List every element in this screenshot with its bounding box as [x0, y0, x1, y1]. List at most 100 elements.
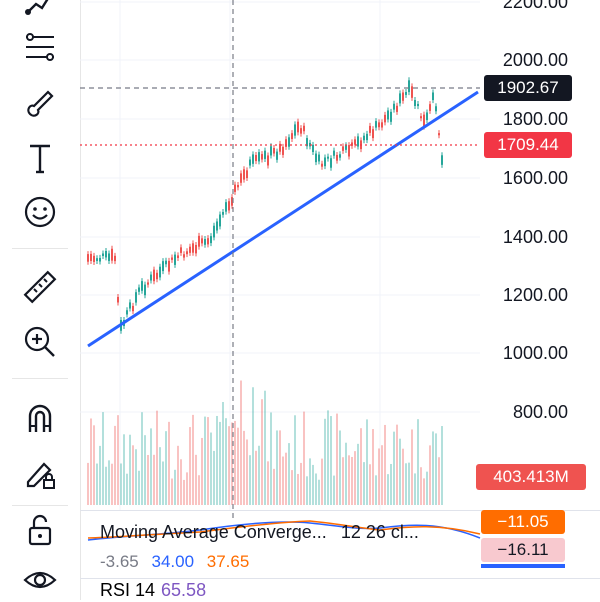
candle-body — [366, 133, 368, 141]
volume-bar — [174, 469, 176, 505]
volume-bar — [153, 454, 155, 505]
volume-bar — [162, 461, 164, 505]
candle-body — [198, 235, 200, 247]
cursor-tool[interactable] — [18, 0, 62, 22]
candle-body — [276, 151, 278, 160]
volume-bar — [87, 462, 89, 505]
volume-badge: 403.413M — [476, 464, 586, 490]
ruler-tool[interactable] — [18, 265, 62, 309]
lock-drawing-tool[interactable] — [18, 452, 62, 496]
chart-pane[interactable] — [80, 0, 600, 600]
text-tool[interactable] — [18, 136, 62, 180]
volume-bar — [354, 451, 356, 505]
candle-body — [93, 255, 95, 262]
candle-body — [402, 92, 404, 101]
volume-bar — [132, 445, 134, 505]
volume-bar — [417, 419, 419, 505]
candle-body — [99, 257, 101, 262]
volume-bar — [117, 415, 119, 505]
candle-body — [273, 147, 275, 154]
candle-body — [96, 258, 98, 261]
price-axis-label: 2200.00 — [502, 0, 568, 12]
fib-tool[interactable] — [18, 25, 62, 69]
volume-bar — [165, 431, 167, 505]
price-chart[interactable] — [80, 0, 600, 600]
volume-bar — [324, 418, 326, 505]
candle-body — [147, 282, 149, 285]
candle-body — [231, 197, 233, 206]
volume-bar — [258, 445, 260, 505]
candle-body — [165, 260, 167, 265]
magnet-tool[interactable] — [18, 396, 62, 440]
volume-bar — [405, 463, 407, 505]
volume-bar — [363, 462, 365, 505]
zoom-in-icon — [24, 326, 55, 357]
candle-body — [375, 121, 377, 128]
volume-bar — [105, 466, 107, 505]
candle-body — [405, 92, 407, 95]
volume-bar — [222, 402, 224, 505]
macd-histogram-badge: −16.11 — [481, 538, 565, 562]
macd-values: -3.65 34.00 37.65 — [100, 552, 257, 572]
volume-bar — [402, 448, 404, 505]
price-axis-label: 2000.00 — [502, 50, 568, 70]
candle-body — [222, 212, 224, 215]
volume-bar — [114, 425, 116, 505]
grid-lines — [80, 0, 480, 510]
candle-body — [108, 253, 110, 261]
volume-bar — [96, 463, 98, 505]
candle-body — [387, 110, 389, 120]
candle-body — [279, 143, 281, 152]
price-axis-label: 1000.00 — [502, 343, 568, 363]
candle-body — [153, 269, 155, 282]
candle-body — [210, 236, 212, 244]
candle-body — [432, 92, 434, 101]
candle-body — [246, 170, 248, 179]
volume-bar — [141, 412, 143, 505]
volume-bar — [243, 430, 245, 505]
candle-body — [381, 122, 383, 128]
candle-body — [303, 125, 305, 132]
brush-tool[interactable] — [18, 80, 62, 124]
volume-bar — [288, 443, 290, 505]
volume-bar — [318, 479, 320, 505]
volume-bar — [111, 463, 113, 505]
volume-bar — [207, 417, 209, 505]
candle-body — [243, 169, 245, 180]
volume-bar — [408, 462, 410, 505]
candle-body — [351, 142, 353, 146]
candle-body — [129, 302, 131, 309]
rsi-legend[interactable]: RSI 14 65.58 — [100, 580, 206, 601]
trend-line[interactable] — [87, 90, 479, 348]
volume-bar — [381, 445, 383, 505]
volume-bar — [237, 427, 239, 505]
volume-bar — [351, 456, 353, 505]
volume-bar — [294, 415, 296, 505]
macd-line-badge — [481, 564, 565, 568]
volume-bar — [411, 429, 413, 505]
volume-bar — [375, 475, 377, 505]
visibility-tool[interactable] — [18, 558, 62, 602]
candle-body — [186, 251, 188, 255]
candle-body — [144, 284, 146, 296]
zoom-tool[interactable] — [18, 320, 62, 364]
volume-bar — [180, 459, 182, 505]
volume-bar — [177, 445, 179, 505]
candle-body — [330, 158, 332, 168]
volume-bar — [384, 424, 386, 505]
volume-bar — [285, 452, 287, 505]
macd-title: Moving Average Converge... — [100, 522, 327, 542]
volume-bar — [348, 455, 350, 505]
unlock-tool[interactable] — [18, 508, 62, 552]
candle-body — [192, 243, 194, 253]
emoji-tool[interactable] — [18, 190, 62, 234]
volume-bar — [300, 462, 302, 505]
volume-bar — [108, 460, 110, 505]
candle-body — [219, 214, 221, 227]
volume-bar — [171, 478, 173, 505]
volume-bar — [201, 437, 203, 505]
candle-body — [267, 155, 269, 166]
volume-bar — [252, 387, 254, 505]
macd-legend[interactable]: Moving Average Converge... 12 26 cl... — [100, 522, 419, 543]
candle-body — [324, 157, 326, 167]
